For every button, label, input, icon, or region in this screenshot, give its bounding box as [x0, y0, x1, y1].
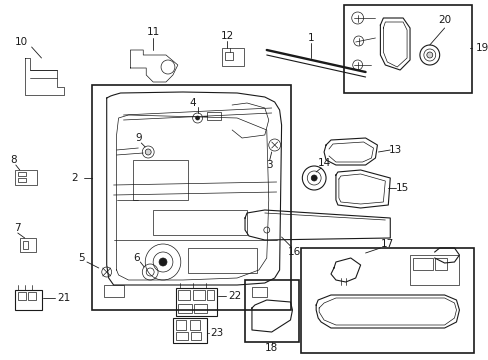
Bar: [207, 290, 214, 300]
Bar: [207, 112, 221, 120]
Circle shape: [159, 258, 166, 266]
Bar: [343, 5, 471, 93]
Bar: [192, 290, 204, 300]
Bar: [173, 318, 207, 343]
Bar: [251, 287, 266, 297]
Text: 1: 1: [307, 33, 314, 43]
Bar: [244, 280, 299, 342]
Bar: [153, 210, 246, 235]
Bar: [189, 320, 199, 330]
Bar: [434, 258, 446, 270]
Circle shape: [426, 52, 432, 58]
Bar: [190, 332, 200, 340]
Text: 8: 8: [11, 155, 17, 165]
Bar: [22, 241, 28, 249]
Bar: [92, 85, 291, 310]
Text: 4: 4: [189, 98, 196, 108]
Text: 2: 2: [71, 173, 77, 183]
Bar: [28, 292, 36, 300]
Text: 15: 15: [395, 183, 408, 193]
Bar: [187, 248, 256, 273]
Text: 16: 16: [287, 247, 301, 257]
Bar: [301, 248, 473, 353]
Bar: [15, 170, 37, 185]
Text: 22: 22: [228, 291, 241, 301]
Text: 18: 18: [264, 343, 278, 353]
Text: 6: 6: [133, 253, 140, 263]
Text: 20: 20: [437, 15, 450, 25]
Bar: [176, 332, 187, 340]
Bar: [225, 52, 233, 60]
Text: 19: 19: [474, 43, 488, 53]
Text: 13: 13: [388, 145, 401, 155]
Text: 23: 23: [210, 328, 224, 338]
Text: 12: 12: [220, 31, 233, 41]
Circle shape: [195, 116, 199, 120]
Bar: [222, 48, 244, 66]
Circle shape: [310, 175, 317, 181]
Text: 11: 11: [146, 27, 160, 37]
Bar: [18, 178, 26, 182]
Text: 7: 7: [15, 223, 21, 233]
Bar: [133, 160, 187, 200]
Bar: [103, 285, 123, 297]
Bar: [18, 172, 26, 176]
Bar: [409, 255, 459, 285]
Bar: [193, 304, 207, 313]
Bar: [176, 288, 217, 316]
Text: 3: 3: [266, 160, 272, 170]
Text: 17: 17: [380, 239, 393, 249]
Bar: [18, 292, 26, 300]
Bar: [178, 290, 189, 300]
Text: 14: 14: [317, 158, 330, 168]
Text: 9: 9: [135, 133, 142, 143]
Circle shape: [145, 149, 151, 155]
Text: 5: 5: [78, 253, 84, 263]
Bar: [15, 290, 42, 310]
Bar: [412, 258, 432, 270]
Bar: [20, 238, 36, 252]
Bar: [176, 320, 185, 330]
Text: 21: 21: [58, 293, 71, 303]
Bar: [178, 304, 191, 313]
Text: 10: 10: [15, 37, 28, 47]
